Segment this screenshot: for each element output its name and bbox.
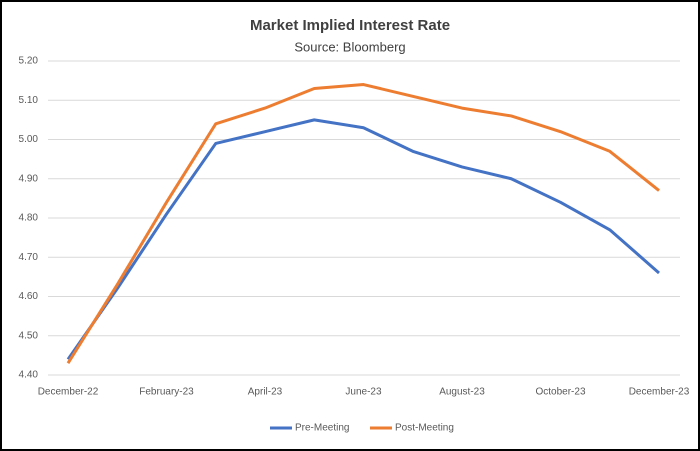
x-tick-label: October-23 [535,387,585,398]
line-series [66,118,660,361]
y-tick-label: 4.40 [19,370,39,381]
y-tick-label: 4.60 [19,291,39,302]
y-tick-label: 5.00 [19,134,39,145]
y-tick-label: 4.80 [19,213,39,224]
chart-subtitle: Source: Bloomberg [294,39,405,54]
x-tick-label: August-23 [439,387,485,398]
x-tick-label: February-23 [139,387,194,398]
y-tick-label: 4.70 [19,252,39,263]
y-tick-label: 5.20 [19,56,39,67]
x-tick-label: December-22 [38,387,99,398]
x-tick-label: June-23 [345,387,382,398]
chart-title: Market Implied Interest Rate [250,17,450,34]
x-tick-label: December-23 [629,387,690,398]
x-tick-label: April-23 [248,387,283,398]
y-tick-label: 4.90 [19,173,39,184]
y-tick-label: 5.10 [19,95,39,106]
line-series [66,83,660,365]
legend-label: Post-Meeting [395,423,454,434]
y-tick-label: 4.50 [19,330,39,341]
legend-label: Pre-Meeting [295,423,349,434]
